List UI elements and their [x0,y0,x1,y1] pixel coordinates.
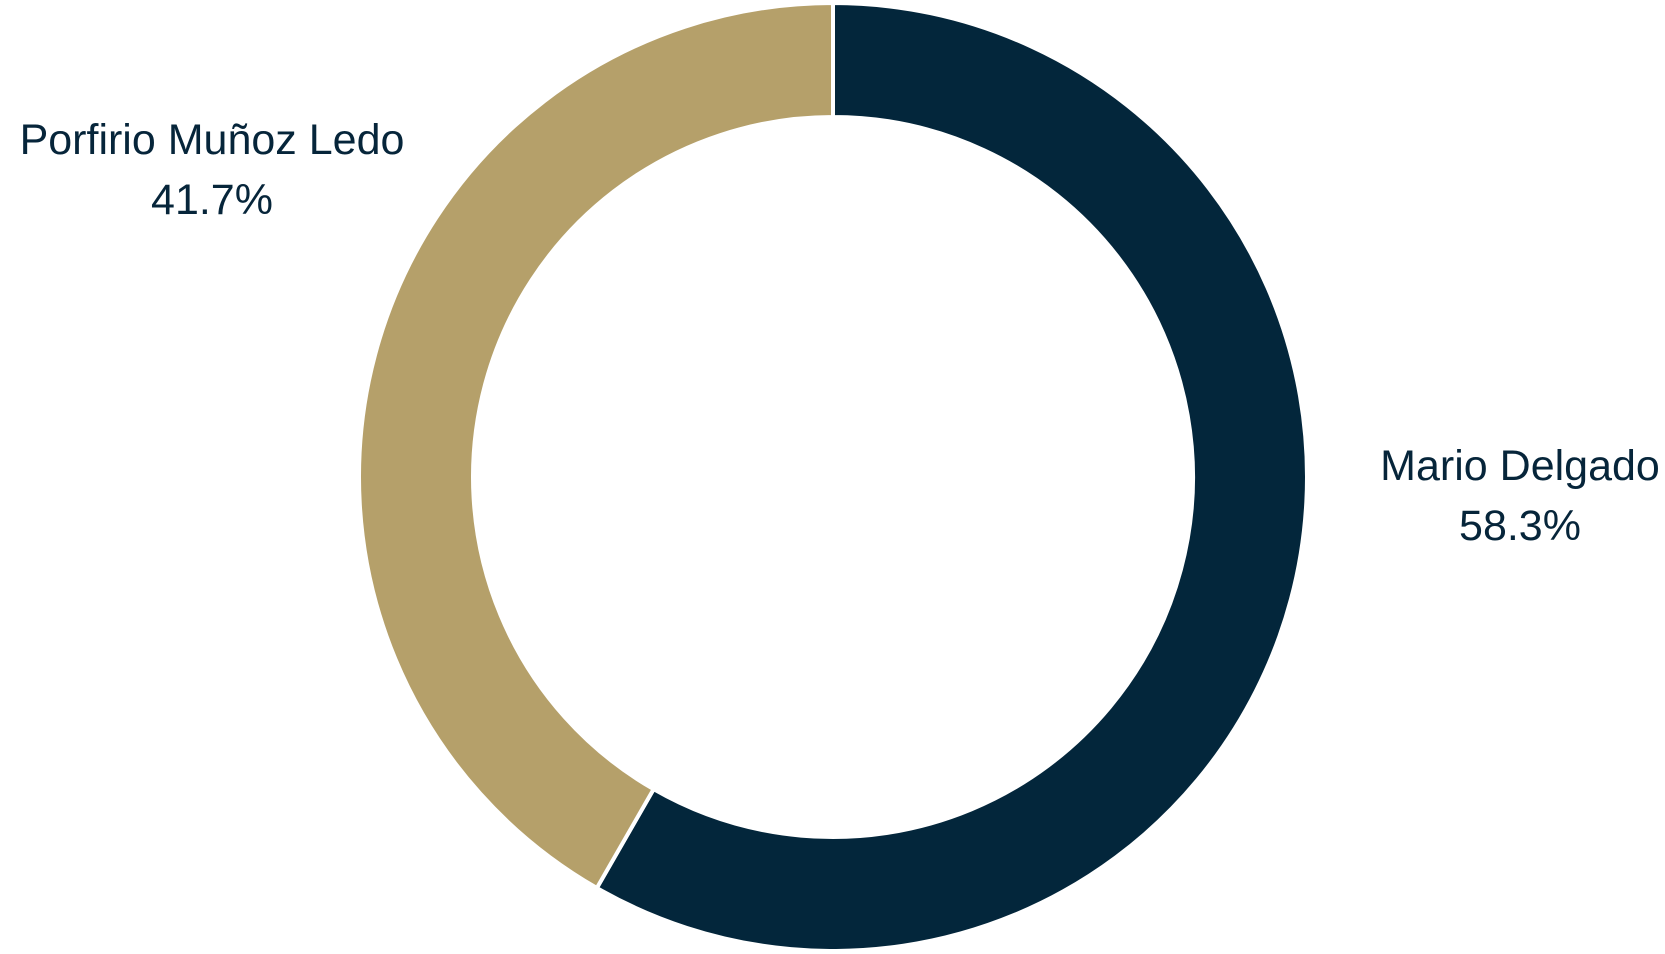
slice-mario-delgado [594,0,1309,953]
slice-value-porfirio-munoz-ledo: 41.7% [151,176,273,224]
slice-label-mario-delgado: Mario Delgado [1380,442,1660,490]
slice-porfirio-munoz-ledo [357,0,835,891]
slice-value-mario-delgado: 58.3% [1459,502,1581,550]
slices-layer [357,0,1309,953]
labels-layer: Mario Delgado 58.3% Porfirio Muñoz Ledo 41.… [20,116,1660,550]
slice-label-porfirio-munoz-ledo: Porfirio Muñoz Ledo [20,116,405,164]
